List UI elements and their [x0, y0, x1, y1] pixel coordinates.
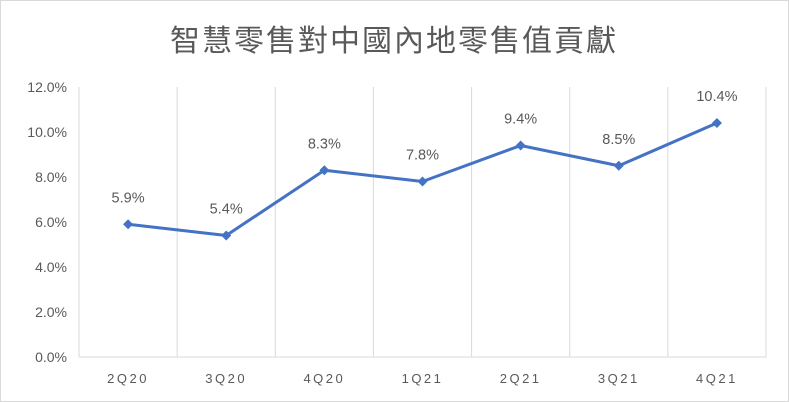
- series-layer: [123, 118, 722, 241]
- x-tick-label: 2Q21: [500, 371, 542, 386]
- grid-layer: [78, 87, 767, 358]
- x-tick-label: 3Q21: [598, 371, 640, 386]
- data-label: 5.9%: [112, 190, 145, 206]
- y-axis-tick-labels: 0.0% 2.0% 4.0% 6.0% 8.0% 10.0% 12.0%: [27, 79, 67, 365]
- y-tick-label: 2.0%: [35, 304, 67, 320]
- data-label: 7.8%: [406, 148, 439, 164]
- x-tick-label: 2Q20: [107, 371, 149, 386]
- y-tick-label: 8.0%: [35, 169, 67, 185]
- data-point-marker: [711, 118, 722, 128]
- x-tick-label: 1Q21: [402, 371, 444, 386]
- data-point-marker: [319, 165, 330, 176]
- data-point-marker: [221, 230, 232, 241]
- y-tick-label: 0.0%: [35, 349, 67, 365]
- x-tick-label: 4Q20: [303, 371, 345, 386]
- data-label: 8.5%: [602, 132, 635, 148]
- chart-title: 智慧零售對中國內地零售值貢獻: [170, 24, 618, 59]
- y-tick-label: 6.0%: [35, 214, 67, 230]
- data-point-marker: [515, 140, 526, 151]
- data-point-marker: [613, 160, 624, 171]
- data-point-marker: [123, 219, 134, 230]
- data-label: 10.4%: [696, 89, 737, 105]
- x-axis-tick-labels: 2Q20 3Q20 4Q20 1Q21 2Q21 3Q21 4Q21: [107, 371, 738, 386]
- data-label: 5.4%: [210, 202, 243, 218]
- y-tick-label: 12.0%: [27, 79, 67, 95]
- y-tick-label: 10.0%: [27, 124, 67, 140]
- data-label: 8.3%: [308, 136, 341, 152]
- y-tick-label: 4.0%: [35, 259, 67, 275]
- x-tick-label: 4Q21: [696, 371, 738, 386]
- data-label: 9.4%: [504, 112, 537, 128]
- data-labels: 5.9% 5.4% 8.3% 7.8% 9.4% 8.5% 10.4%: [112, 89, 738, 218]
- x-tick-label: 3Q20: [205, 371, 247, 386]
- data-point-marker: [417, 176, 428, 187]
